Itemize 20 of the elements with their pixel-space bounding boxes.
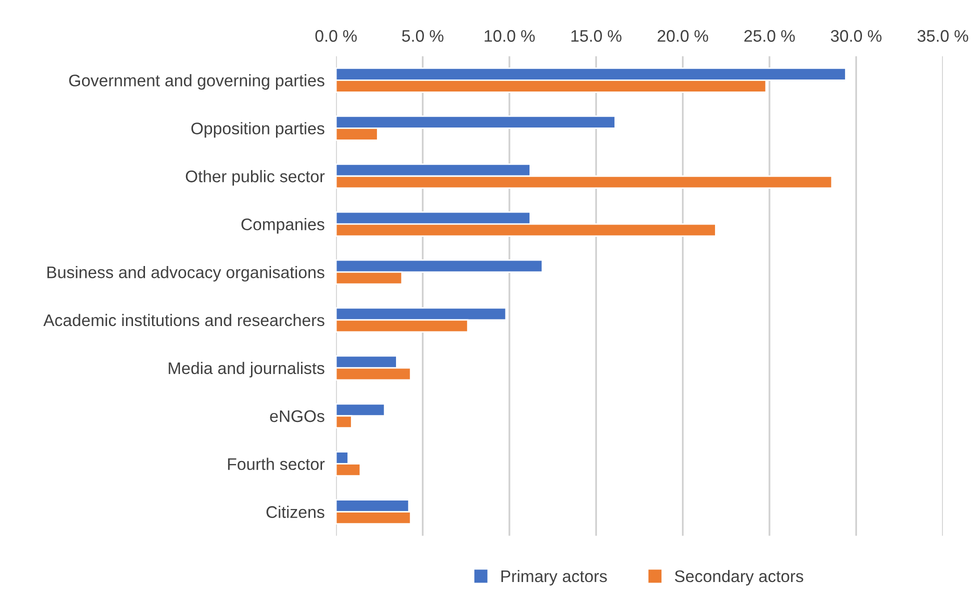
legend-label: Secondary actors xyxy=(674,570,804,586)
y-tick-label: Media and journalists xyxy=(168,362,324,378)
x-tick-label: 35.0 % xyxy=(918,30,968,42)
y-tick-label: Government and governing parties xyxy=(69,74,324,90)
y-tick-label: Citizens xyxy=(266,506,324,518)
x-tick-label: 30.0 % xyxy=(830,30,882,42)
x-tick-label: 5.0 % xyxy=(402,30,444,42)
y-tick-label: eNGOs xyxy=(270,410,324,422)
x-tick-label: 0.0 % xyxy=(315,30,357,42)
y-tick-label: Business and advocacy organisations xyxy=(47,266,324,282)
y-tick-label: Fourth sector xyxy=(228,458,325,470)
y-tick-label: Other public sector xyxy=(186,170,325,186)
x-tick-label: 25.0 % xyxy=(744,30,795,42)
x-tick-label: 20.0 % xyxy=(658,30,708,42)
legend-label: Primary actors xyxy=(501,570,607,586)
y-tick-label: Academic institutions and researchers xyxy=(43,314,324,326)
y-tick-label: Opposition parties xyxy=(191,122,324,138)
y-tick-label: Companies xyxy=(241,218,324,234)
x-tick-label: 10.0 % xyxy=(484,30,535,42)
x-tick-label: 15.0 % xyxy=(571,30,622,42)
